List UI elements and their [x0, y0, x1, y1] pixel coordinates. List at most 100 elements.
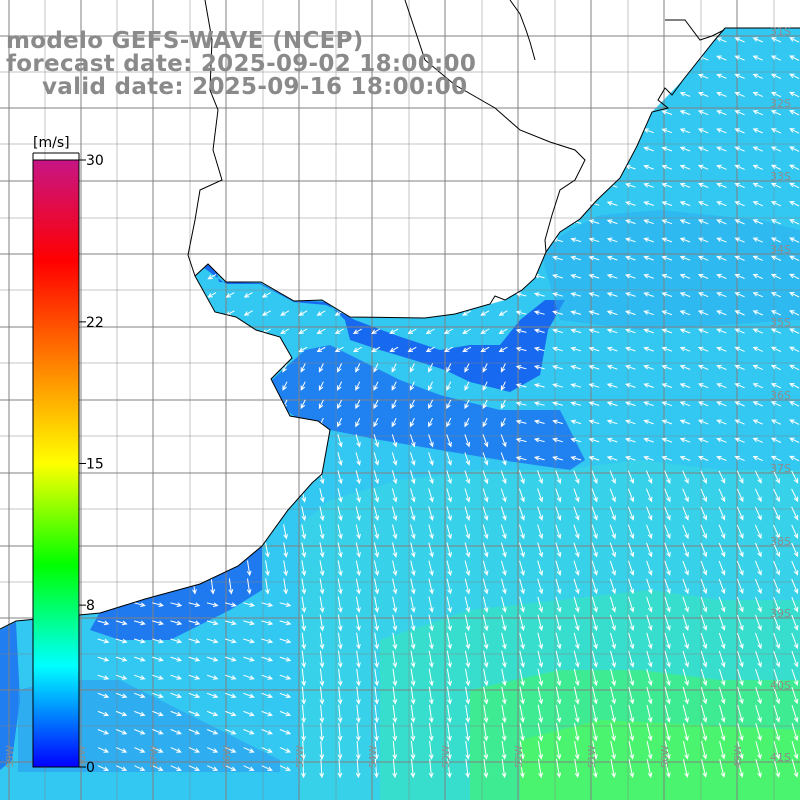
wind-arrow [625, 328, 636, 334]
lon-label: 51W [587, 745, 598, 768]
wind-arrow [643, 419, 654, 425]
wind-arrow [279, 674, 292, 680]
wind-arrow [679, 128, 691, 134]
wind-arrow [755, 723, 762, 742]
wind-arrow [115, 656, 128, 662]
wind-arrow [646, 668, 653, 687]
wind-arrow [570, 237, 582, 243]
wind-arrow [392, 758, 398, 779]
wind-arrow [679, 201, 691, 207]
wind-arrow [789, 91, 800, 98]
wind-arrow [355, 704, 361, 724]
wind-arrow [133, 638, 146, 644]
wind-arrow [373, 470, 380, 485]
wind-arrow [170, 602, 183, 607]
wind-arrow [700, 632, 708, 650]
wind-arrow [716, 201, 727, 207]
wind-arrow [718, 542, 726, 558]
wind-arrow [152, 747, 164, 753]
wind-arrow [646, 614, 653, 632]
wind-arrow [500, 506, 507, 521]
wind-arrow [428, 399, 434, 410]
wind-arrow [643, 292, 654, 297]
wind-arrow [791, 705, 799, 723]
wind-arrow [700, 506, 707, 521]
wind-arrow [592, 686, 598, 705]
wind-arrow [664, 632, 671, 650]
wind-arrow [301, 650, 307, 669]
wind-arrow [606, 328, 618, 334]
wind-arrow [625, 273, 636, 279]
wind-arrow [464, 363, 470, 373]
wind-arrow [261, 765, 273, 771]
model-title: modelo GEFS-WAVE (NCEP) [6, 28, 364, 54]
wind-arrow [555, 578, 562, 595]
wind-arrow [500, 524, 507, 540]
wind-arrow [570, 365, 582, 370]
wind-arrow [464, 578, 471, 595]
wind-arrow [446, 434, 452, 448]
wind-arrow [734, 364, 745, 371]
wind-arrow [446, 506, 452, 522]
wind-arrow [718, 632, 726, 650]
wind-arrow [570, 310, 582, 315]
wind-arrow [482, 399, 488, 410]
wind-arrow [574, 740, 580, 760]
lat-label: 32S [770, 97, 791, 110]
wind-arrow [625, 201, 636, 206]
wind-arrow [500, 399, 506, 410]
wind-arrow [374, 650, 380, 669]
wind-arrow [646, 578, 653, 595]
wind-arrow [537, 758, 543, 779]
wind-arrow [188, 729, 201, 735]
wind-arrow [609, 524, 616, 540]
wind-arrow [552, 383, 563, 388]
wind-arrow [789, 73, 800, 80]
wind-arrow [573, 560, 580, 576]
wind-arrow [574, 722, 580, 742]
wind-arrow [482, 417, 488, 428]
wind-arrow [170, 620, 183, 626]
wind-arrow [279, 656, 292, 662]
wind-arrow [501, 722, 507, 742]
wind-arrow [719, 741, 726, 760]
wind-arrow [97, 729, 110, 735]
wind-arrow [716, 273, 727, 279]
wind-arrow [734, 91, 745, 98]
wind-arrow [482, 488, 489, 503]
wind-arrow [537, 524, 544, 540]
wind-arrow [261, 310, 271, 316]
wind-arrow [355, 506, 361, 522]
wind-arrow [556, 759, 562, 779]
wind-arrow [482, 363, 488, 373]
wind-arrow [679, 328, 691, 334]
wind-arrow [555, 524, 562, 540]
wind-arrow [515, 365, 527, 370]
wind-arrow [537, 740, 543, 760]
wind-arrow [319, 524, 325, 540]
wind-arrow [446, 596, 452, 613]
wind-arrow [606, 437, 618, 443]
wind-arrow [207, 273, 217, 280]
wind-arrow [243, 638, 255, 644]
wind-arrow [773, 723, 781, 742]
wind-arrow [552, 255, 563, 261]
wind-arrow [628, 740, 635, 760]
wind-arrow [464, 542, 471, 558]
wind-arrow [646, 686, 653, 705]
wind-arrow [573, 542, 580, 558]
wind-arrow [643, 401, 654, 407]
wind-arrow [464, 470, 471, 485]
wind-arrow [152, 638, 164, 644]
wind-arrow [646, 632, 653, 650]
wind-arrow [355, 381, 361, 391]
wind-arrow [301, 704, 306, 724]
lat-label: 40S [770, 679, 791, 692]
wind-arrow [152, 602, 165, 607]
wind-arrow [243, 729, 255, 735]
wind-arrow [188, 765, 201, 771]
wind-arrow [555, 596, 562, 613]
wind-arrow [428, 614, 434, 632]
wind-arrow [355, 363, 361, 373]
wind-arrow [625, 455, 636, 461]
